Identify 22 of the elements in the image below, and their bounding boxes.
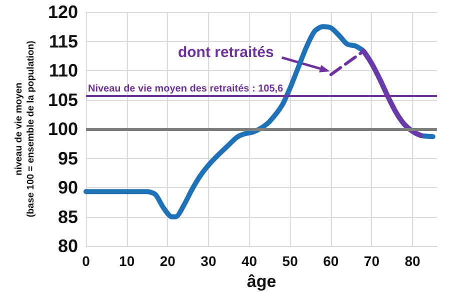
x-tick-label: 80 xyxy=(404,253,421,269)
y-tick-label: 100 xyxy=(48,119,78,139)
y-tick-label: 115 xyxy=(48,31,78,52)
annotation: dont retraités xyxy=(178,44,274,62)
x-tick-label: 60 xyxy=(323,253,339,269)
x-tick-label: 30 xyxy=(200,253,216,269)
y-tick-label: 120 xyxy=(48,2,78,22)
x-tick-label: 20 xyxy=(160,253,176,269)
x-tick-label: 40 xyxy=(241,253,258,269)
ref-line-label: Niveau de vie moyen des retraités : 105,6 xyxy=(88,84,284,95)
x-tick-label: 0 xyxy=(82,253,90,269)
x-tick-label: 50 xyxy=(282,253,298,269)
y-tick-label: 105 xyxy=(48,90,78,110)
y-tick-label: 80 xyxy=(58,236,78,256)
y-tick-label: 95 xyxy=(58,148,78,168)
x-tick-label: 70 xyxy=(364,253,380,269)
y-tick-label: 90 xyxy=(58,178,78,198)
x-tick-label: 10 xyxy=(119,253,135,269)
y-axis-title: niveau de vie moyen (base 100 = ensemble de la population) xyxy=(14,40,37,218)
x-axis-title: âge xyxy=(246,272,276,291)
y-tick-label: 110 xyxy=(48,60,78,80)
y-tick-label: 85 xyxy=(58,206,78,227)
